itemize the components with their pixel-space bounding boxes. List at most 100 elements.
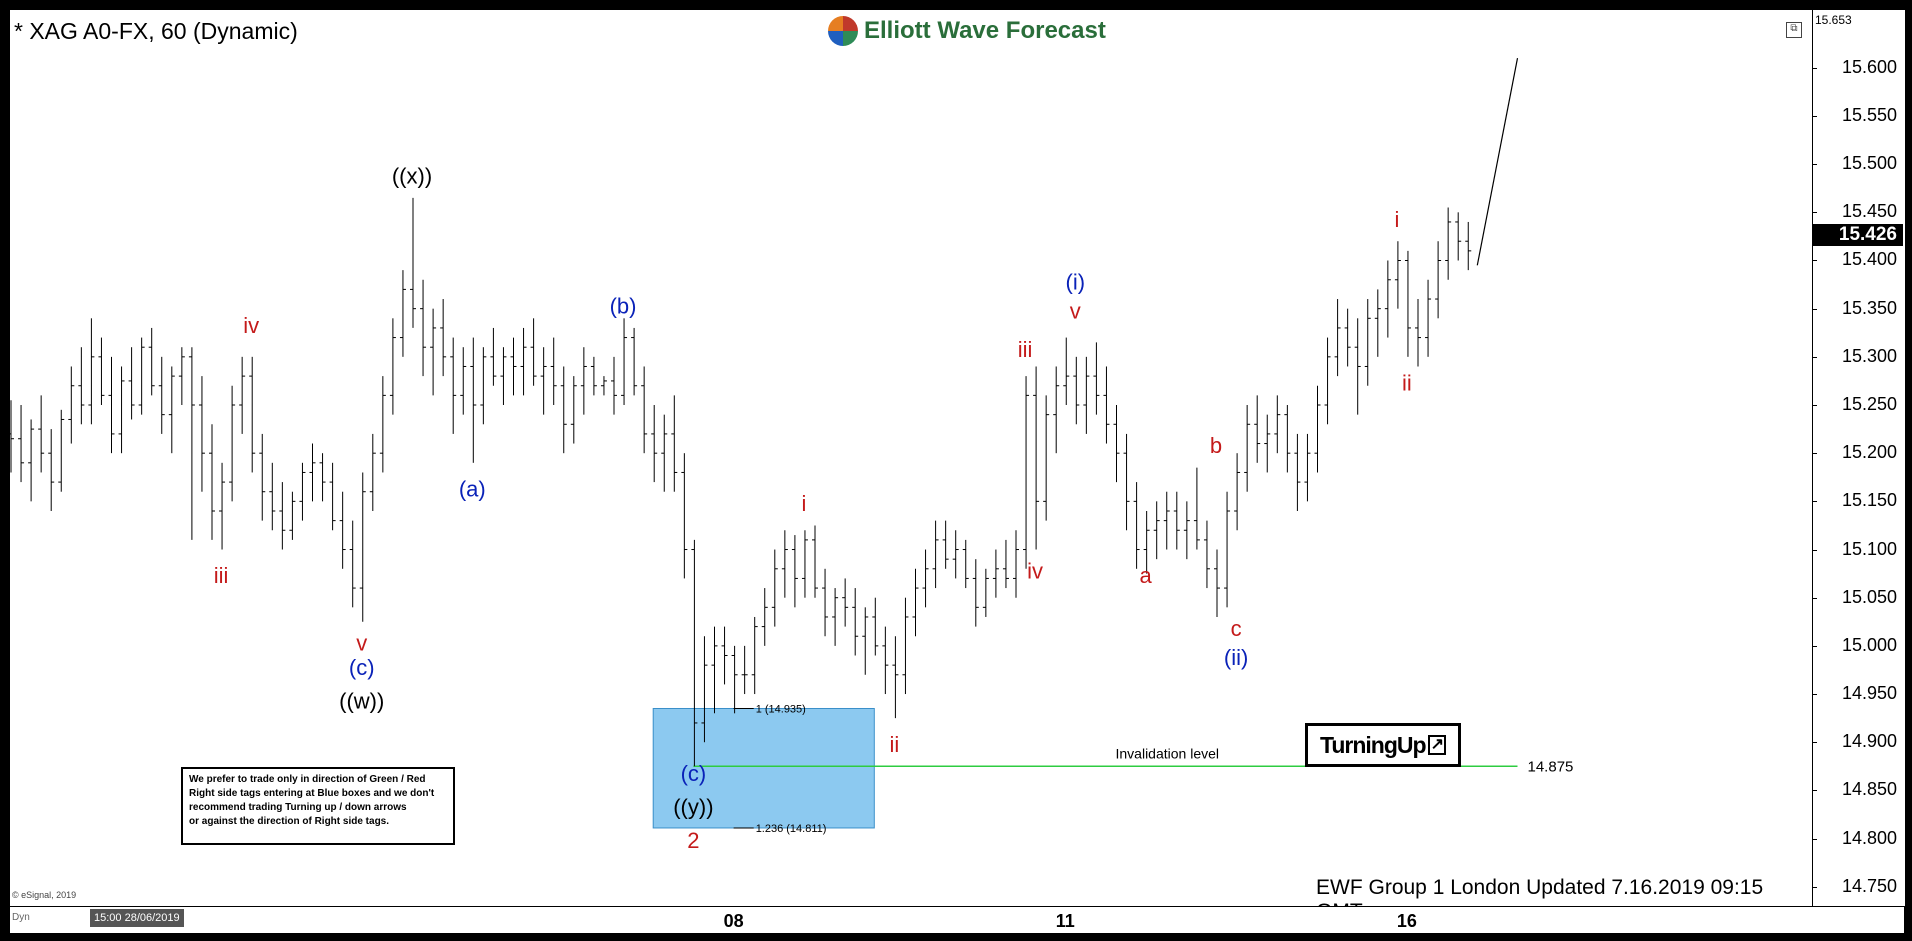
ohlc-bar bbox=[570, 376, 577, 444]
ohlc-bar bbox=[771, 549, 778, 627]
ohlc-bar bbox=[1234, 453, 1241, 531]
price-chart[interactable]: 1 (14.935) 1.236 (14.811) Invalidation lev… bbox=[10, 10, 1812, 906]
ohlc-bar bbox=[440, 299, 447, 377]
y-tick-mark bbox=[1813, 838, 1817, 840]
ohlc-bar bbox=[48, 429, 55, 511]
ohlc-bar bbox=[580, 347, 587, 415]
ohlc-bar bbox=[1163, 491, 1170, 550]
ohlc-bar bbox=[359, 472, 366, 622]
ohlc-bar bbox=[389, 318, 396, 415]
ohlc-bar bbox=[128, 347, 135, 420]
ohlc-bar bbox=[1435, 241, 1442, 319]
ohlc-bar bbox=[1254, 395, 1261, 463]
ohlc-bar bbox=[852, 588, 859, 656]
price-axis[interactable]: 15.653 14.750 14.800 14.850 14.900 14.950 15.… bbox=[1812, 10, 1905, 906]
ohlc-bar bbox=[1214, 549, 1220, 617]
y-tick-label: 15.600 bbox=[1841, 56, 1897, 77]
ohlc-bar bbox=[952, 530, 959, 579]
ohlc-bar bbox=[1023, 376, 1030, 569]
ohlc-bar bbox=[349, 520, 356, 608]
wave-label: c bbox=[1231, 616, 1242, 641]
ohlc-bar bbox=[1344, 308, 1351, 367]
ohlc-bar bbox=[1274, 395, 1281, 454]
ohlc-bar bbox=[611, 356, 617, 415]
ohlc-bar bbox=[801, 530, 808, 598]
ohlc-bar bbox=[1294, 433, 1301, 511]
note-line: or against the direction of Right side t… bbox=[189, 816, 390, 827]
wave-label: (i) bbox=[1066, 269, 1086, 294]
wave-label: iv bbox=[243, 313, 259, 338]
ohlc-bar bbox=[872, 597, 879, 656]
ohlc-bar bbox=[1203, 520, 1210, 589]
ohlc-bar bbox=[691, 539, 698, 767]
ohlc-bar bbox=[671, 395, 678, 492]
wave-label: ((y)) bbox=[673, 794, 713, 819]
ohlc-bar bbox=[269, 462, 276, 531]
y-tick-label: 14.800 bbox=[1841, 827, 1897, 848]
y-tick-label: 14.950 bbox=[1841, 683, 1897, 704]
ohlc-bar bbox=[681, 453, 688, 579]
ohlc-bar bbox=[1224, 491, 1231, 608]
y-tick-label: 15.400 bbox=[1841, 249, 1897, 270]
y-tick-label: 15.300 bbox=[1841, 345, 1897, 366]
ohlc-bar bbox=[1083, 356, 1090, 434]
ohlc-bar bbox=[1455, 212, 1462, 261]
ohlc-bar bbox=[1113, 405, 1120, 483]
ohlc-bar bbox=[1033, 366, 1040, 550]
ohlc-bar bbox=[18, 405, 25, 483]
time-axis[interactable]: Dyn 15:00 28/06/2019 08 11 16 bbox=[10, 906, 1904, 933]
ohlc-bar bbox=[229, 385, 236, 502]
ohlc-bar bbox=[761, 588, 768, 646]
ohlc-bar bbox=[1364, 299, 1371, 386]
ohlc-bar bbox=[550, 337, 557, 406]
ohlc-bar bbox=[168, 366, 175, 454]
wave-label: (a) bbox=[459, 477, 486, 502]
ohlc-bar bbox=[530, 318, 537, 386]
ohlc-bar bbox=[1304, 433, 1311, 502]
y-tick-mark bbox=[1813, 164, 1817, 166]
ohlc-bar bbox=[279, 482, 286, 550]
y-tick-label: 14.750 bbox=[1841, 875, 1897, 896]
ohlc-bar bbox=[10, 400, 14, 473]
note-line: recommend trading Turning up / down arro… bbox=[189, 802, 407, 813]
ohlc-bar bbox=[560, 366, 567, 454]
time-stamp: 15:00 28/06/2019 bbox=[90, 909, 184, 927]
y-tick-mark bbox=[1813, 308, 1817, 310]
y-tick-mark bbox=[1813, 356, 1817, 358]
ohlc-bar bbox=[721, 626, 728, 685]
ohlc-bar bbox=[1193, 467, 1200, 550]
ohlc-bar bbox=[862, 607, 869, 675]
ohlc-bar bbox=[470, 337, 477, 463]
ohlc-bar bbox=[1173, 491, 1180, 550]
ohlc-bar bbox=[1354, 318, 1361, 415]
y-tick-label: 15.200 bbox=[1841, 442, 1897, 463]
ohlc-bar bbox=[339, 491, 346, 569]
plot-area[interactable]: 1 (14.935) 1.236 (14.811) Invalidation lev… bbox=[10, 10, 1812, 906]
wave-label: ii bbox=[1402, 371, 1412, 396]
y-tick-label: 15.250 bbox=[1841, 394, 1897, 414]
ohlc-bar bbox=[249, 356, 256, 473]
y-tick-label: 15.350 bbox=[1841, 297, 1897, 318]
y-tick-mark bbox=[1813, 790, 1817, 792]
ohlc-bar bbox=[259, 433, 266, 521]
ohlc-bar bbox=[1264, 414, 1271, 473]
ohlc-bar bbox=[309, 443, 316, 502]
ohlc-bar bbox=[520, 327, 527, 396]
wave-label: ((x)) bbox=[392, 163, 432, 188]
ohlc-bar bbox=[219, 462, 226, 550]
ohlc-bar bbox=[641, 366, 648, 454]
ohlc-bar bbox=[540, 347, 547, 415]
ohlc-bar bbox=[1043, 395, 1050, 521]
ohlc-bar bbox=[982, 568, 989, 617]
ohlc-bar bbox=[902, 597, 909, 695]
maximize-icon[interactable]: ⧉ bbox=[1786, 22, 1802, 38]
wave-label: 2 bbox=[687, 828, 699, 853]
wave-label: ii bbox=[890, 732, 900, 757]
ohlc-bar bbox=[1183, 501, 1190, 560]
ohlc-bar bbox=[751, 616, 758, 695]
ohlc-bar bbox=[812, 525, 818, 598]
ohlc-bar bbox=[510, 337, 517, 396]
ohlc-bar bbox=[1445, 207, 1452, 280]
projection-line bbox=[1476, 58, 1519, 266]
y-tick-mark bbox=[1813, 501, 1817, 503]
